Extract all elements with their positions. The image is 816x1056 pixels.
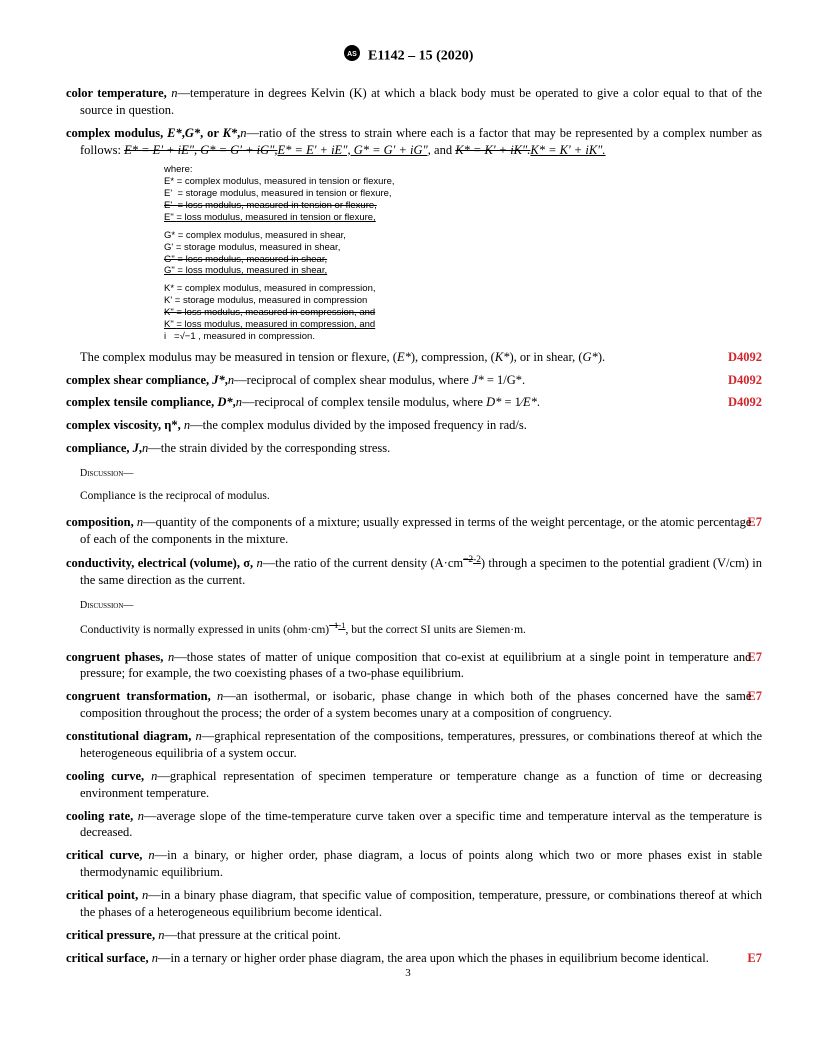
term-note: D4092 The complex modulus may be measure… (54, 349, 762, 366)
term: congruent phases, (66, 650, 163, 664)
reference-link[interactable]: E7 (761, 649, 762, 666)
definition: —in a binary phase diagram, that specifi… (80, 888, 762, 919)
definition: —reciprocal of complex tensile modulus, … (242, 395, 540, 409)
where-group-k: K* = complex modulus, measured in compre… (164, 283, 762, 342)
where-definitions: where: E* = complex modulus, measured in… (164, 164, 762, 342)
term-entry: conductivity, electrical (volume), σ, n—… (54, 554, 762, 589)
where-group-e: E* = complex modulus, measured in tensio… (164, 176, 762, 224)
deleted-text: K* = K' + iK". (455, 143, 530, 157)
reference-link[interactable]: E7 (761, 514, 762, 531)
term: cooling curve, (66, 769, 144, 783)
reference-link[interactable]: D4092 (742, 372, 762, 389)
term: cooling rate, (66, 809, 133, 823)
discussion-body: Conductivity is normally expressed in un… (80, 620, 762, 638)
term: composition, (66, 515, 134, 529)
definition: —those states of matter of unique compos… (80, 650, 751, 681)
designation-text: E1142 – 15 (2020) (368, 49, 473, 64)
astm-logo-icon: AS (343, 44, 361, 69)
term-entry: E7 critical surface, n—in a ternary or h… (54, 950, 762, 967)
term-entry: compliance, J,n—the strain divided by th… (54, 440, 762, 457)
term-entry: critical point, n—in a binary phase diag… (54, 887, 762, 921)
definition: —that pressure at the critical point. (164, 928, 340, 942)
term-entry: cooling rate, n—average slope of the tim… (54, 808, 762, 842)
page-number: 3 (0, 966, 816, 981)
term: conductivity, electrical (volume), σ, (66, 556, 253, 570)
term-entry: color temperature, n—temperature in degr… (54, 85, 762, 119)
term: critical point, (66, 888, 138, 902)
definition: —quantity of the components of a mixture… (80, 515, 751, 546)
term: critical pressure, (66, 928, 155, 942)
term: constitutional diagram, (66, 729, 191, 743)
inserted-text: K* = K' + iK". (530, 143, 605, 157)
discussion-body: Compliance is the reciprocal of modulus. (80, 489, 762, 505)
term-entry: complex viscosity, η*, n—the complex mod… (54, 417, 762, 434)
where-label: where: (164, 164, 762, 176)
reference-link[interactable]: E7 (761, 950, 762, 967)
term-entry: constitutional diagram, n—graphical repr… (54, 728, 762, 762)
term-entry: critical pressure, n—that pressure at th… (54, 927, 762, 944)
term: congruent transformation, (66, 689, 211, 703)
definition: —reciprocal of complex shear modulus, wh… (234, 373, 525, 387)
note-text: The complex modulus may be measured in t… (80, 350, 605, 364)
reference-link[interactable]: D4092 (728, 349, 762, 366)
svg-text:AS: AS (347, 51, 357, 58)
page-header: AS E1142 – 15 (2020) (54, 44, 762, 69)
definition: —in a binary, or higher order, phase dia… (80, 848, 762, 879)
term-entry: E7 congruent phases, n—those states of m… (54, 649, 762, 683)
term-entry: cooling curve, n—graphical representatio… (54, 768, 762, 802)
term-entry: D4092 complex tensile compliance, D*,n—r… (54, 394, 762, 411)
term: complex modulus, E*,G*, or K*, (66, 126, 240, 140)
inserted-text: E* = E' + iE", G* = G' + iG", (278, 143, 431, 157)
reference-link[interactable]: D4092 (742, 394, 762, 411)
definition: —average slope of the time-temperature c… (80, 809, 762, 840)
definition: —temperature in degrees Kelvin (K) at wh… (80, 86, 762, 117)
where-group-g: G* = complex modulus, measured in shear,… (164, 230, 762, 278)
definition: —in a ternary or higher order phase diag… (158, 951, 709, 965)
term: compliance, J, (66, 441, 142, 455)
term-entry: critical curve, n—in a binary, or higher… (54, 847, 762, 881)
term: critical curve, (66, 848, 142, 862)
reference-link[interactable]: E7 (761, 688, 762, 705)
deleted-text: E* = E' + iE", G* = G' + iG", (124, 143, 277, 157)
term: color temperature, (66, 86, 167, 100)
definition: —the strain divided by the corresponding… (148, 441, 390, 455)
term: complex viscosity, η*, (66, 418, 181, 432)
term: critical surface, (66, 951, 149, 965)
definition: —graphical representation of specimen te… (80, 769, 762, 800)
definition: —the complex modulus divided by the impo… (190, 418, 527, 432)
text: and (431, 143, 455, 157)
term-entry: complex modulus, E*,G*, or K*,n—ratio of… (54, 125, 762, 159)
discussion-heading: Discussion— (80, 467, 762, 481)
term: complex tensile compliance, D*, (66, 395, 236, 409)
term: complex shear compliance, J*, (66, 373, 228, 387)
term-entry: E7 congruent transformation, n—an isothe… (54, 688, 762, 722)
term-entry: D4092 complex shear compliance, J*,n—rec… (54, 372, 762, 389)
term-entry: E7 composition, n—quantity of the compon… (54, 514, 762, 548)
discussion-heading: Discussion— (80, 599, 762, 613)
